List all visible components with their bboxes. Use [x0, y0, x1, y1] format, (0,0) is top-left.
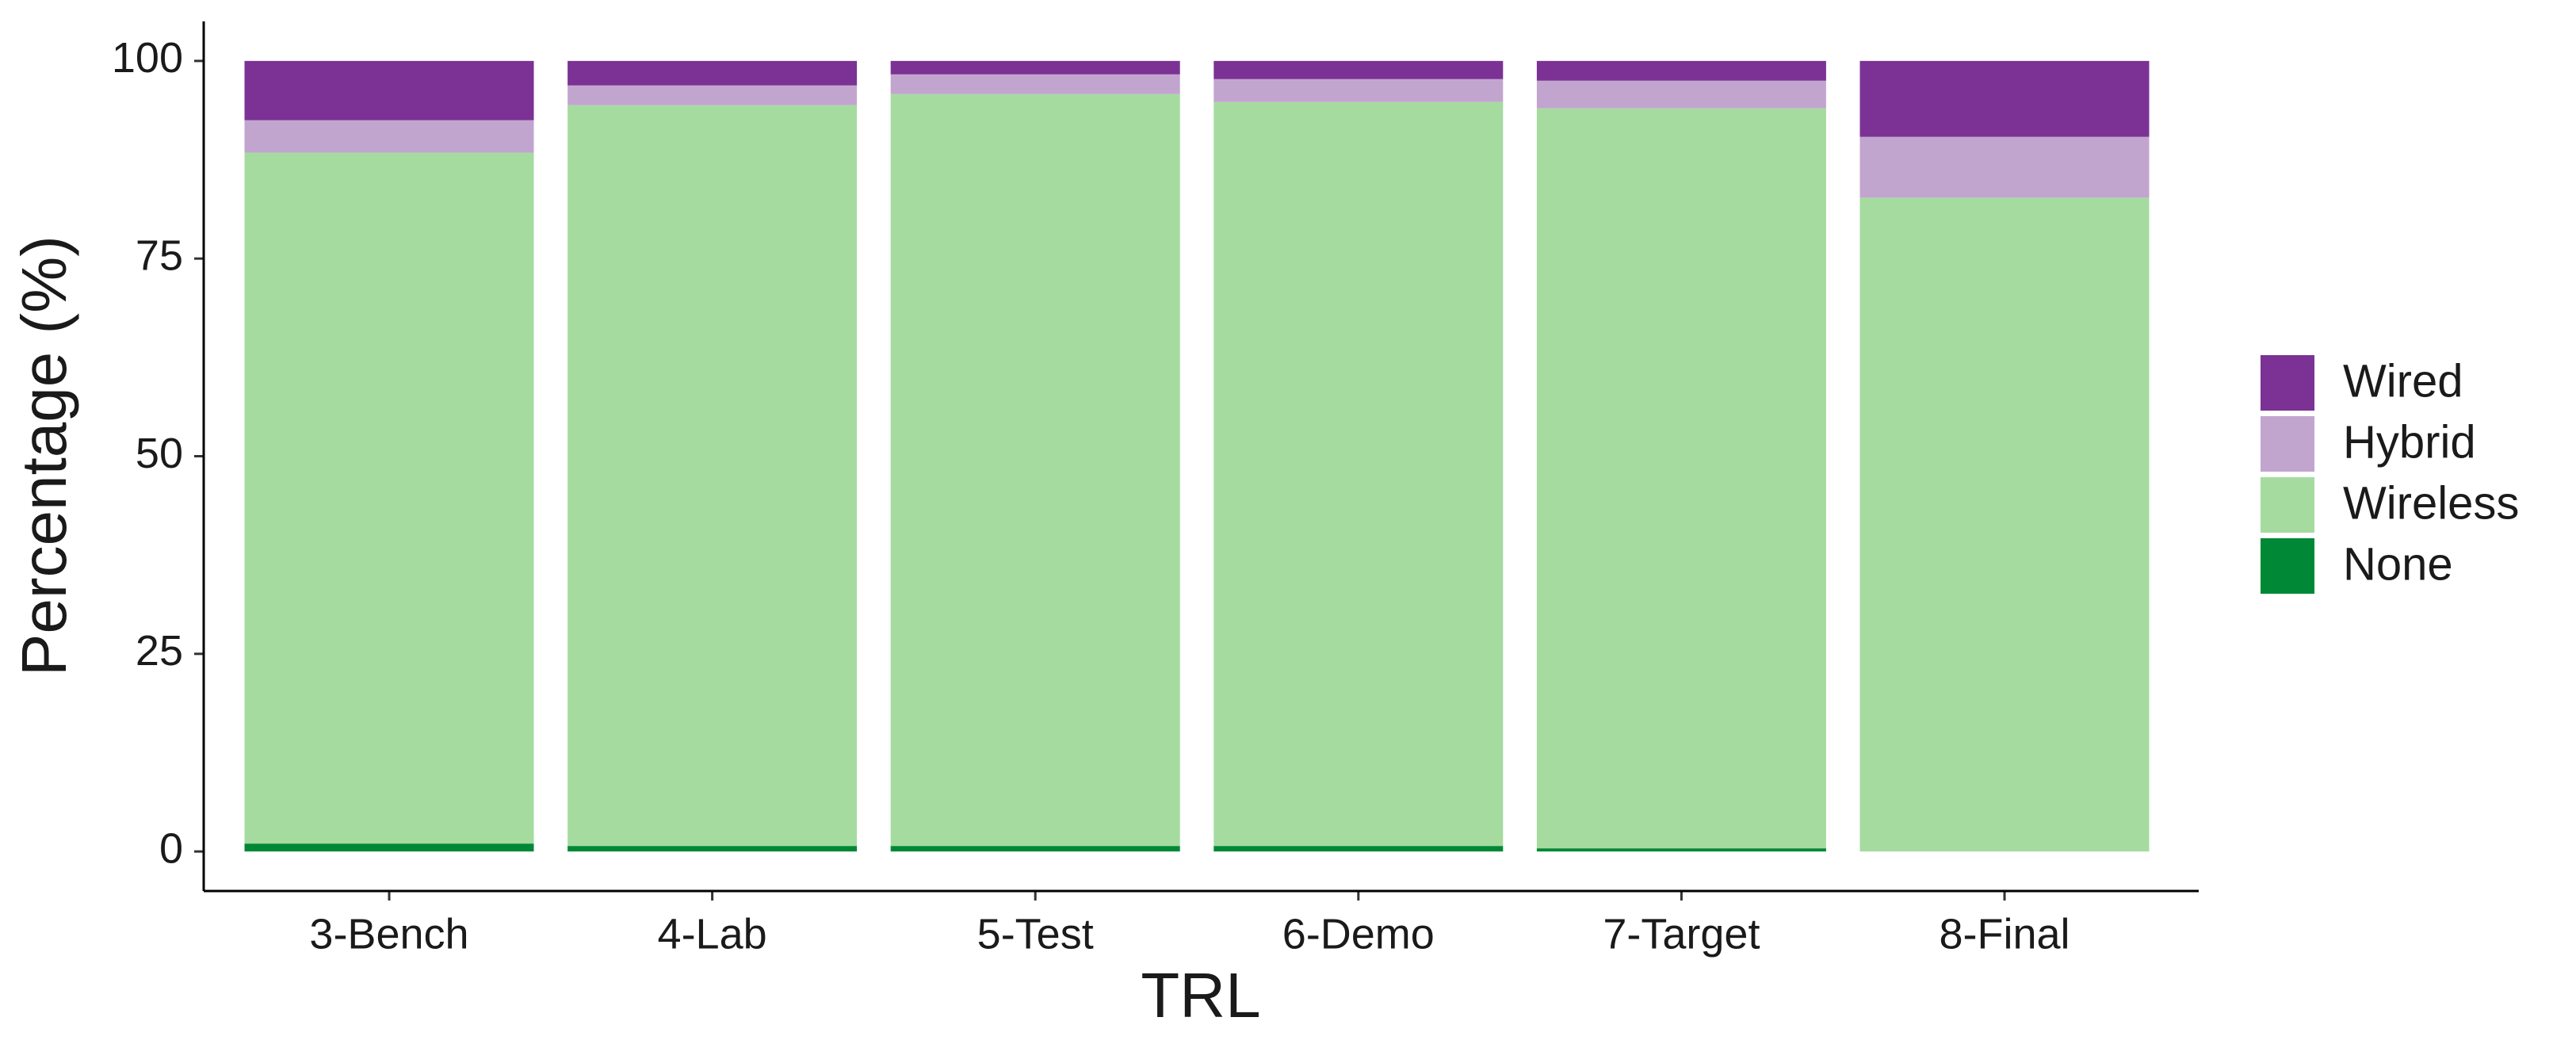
legend-label: Hybrid [2343, 416, 2476, 468]
bar-segment [1213, 78, 1504, 102]
y-tick-label: 0 [159, 824, 183, 872]
bar-segment [1213, 101, 1504, 847]
y-tick-label: 100 [112, 34, 183, 82]
y-axis-title: Percentage (%) [9, 235, 79, 676]
bar-segment [568, 85, 858, 105]
y-tick-label: 25 [136, 627, 183, 675]
bar-segment [1859, 197, 2150, 852]
legend-label: None [2343, 538, 2453, 590]
bar-segment [890, 60, 1180, 75]
bar-segment [244, 60, 534, 120]
bar-segment [890, 74, 1180, 94]
x-tick-label: 8-Final [1939, 910, 2070, 958]
legend-key [2261, 538, 2314, 594]
legend-label: Wireless [2343, 477, 2519, 529]
x-tick-label: 3-Bench [309, 910, 468, 958]
bar-segment [244, 120, 534, 153]
legend-key [2261, 355, 2314, 411]
legend-label: Wired [2343, 355, 2463, 407]
bar-segment [244, 843, 534, 852]
bar-segment [568, 846, 858, 852]
bar-segment [1536, 108, 1826, 849]
bar-segment [890, 94, 1180, 847]
bar-segment [890, 846, 1180, 852]
bar-segment [568, 60, 858, 86]
bar-segment [1213, 846, 1504, 852]
bar-segment [1859, 60, 2150, 137]
bar-segment [1536, 60, 1826, 81]
y-tick-label: 50 [136, 430, 183, 477]
x-tick-label: 7-Target [1603, 910, 1760, 958]
legend-key [2261, 477, 2314, 533]
x-axis-title: TRL [1141, 960, 1260, 1031]
bar-segment [1213, 60, 1504, 79]
y-tick-label: 75 [136, 231, 183, 279]
x-tick-label: 4-Lab [658, 910, 767, 958]
x-tick-label: 6-Demo [1282, 910, 1435, 958]
legend-key [2261, 416, 2314, 472]
bar-segment [1859, 136, 2150, 198]
bar-segment [244, 152, 534, 844]
bar-segment [1536, 80, 1826, 109]
bar-segment [568, 105, 858, 847]
bar-segment [1536, 848, 1826, 852]
x-tick-label: 5-Test [977, 910, 1094, 958]
